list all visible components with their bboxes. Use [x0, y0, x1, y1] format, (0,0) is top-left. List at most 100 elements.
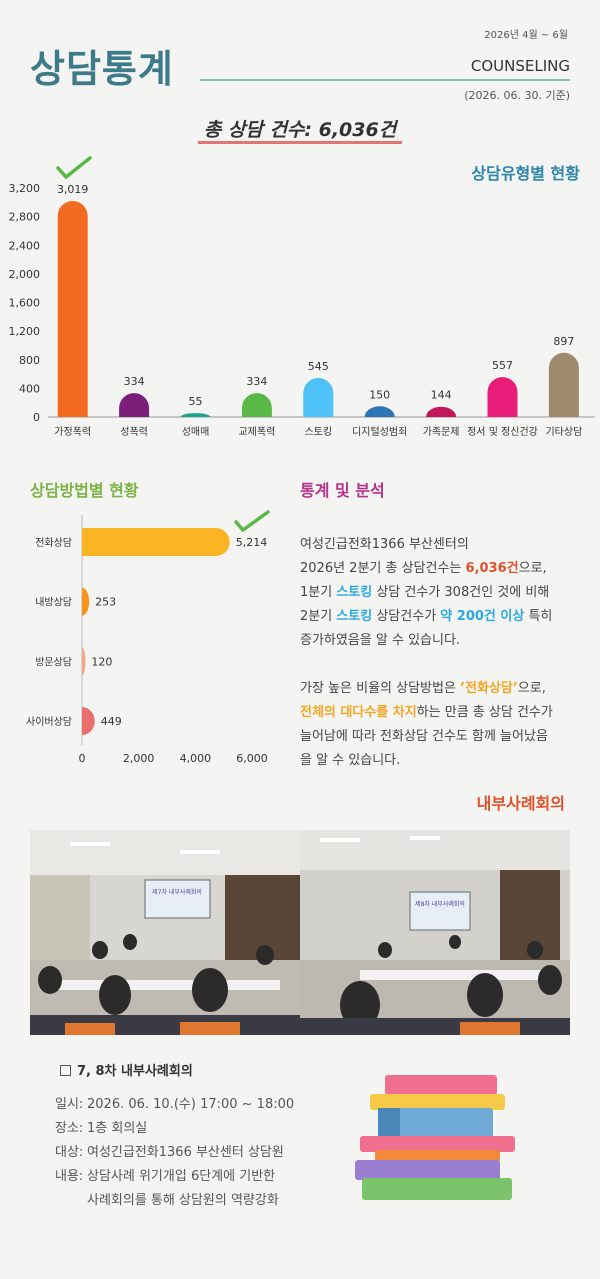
y-tick-label: 400 [19, 382, 40, 395]
detail-label: 일시: [55, 1097, 84, 1112]
highlight: ’전화상담’ [460, 681, 518, 696]
screen-text: 제8차 내부사례회의 [415, 900, 465, 908]
heading-text: 7, 8차 내부사례회의 [77, 1064, 193, 1079]
photo-right: 제8차 내부사례회의 [300, 830, 570, 1035]
type-chart-title: 상담유형별 현황 [471, 164, 580, 183]
meeting-heading: 7, 8차 내부사례회의 [60, 1060, 193, 1079]
highlight: 약 200건 이상 [440, 609, 525, 624]
bar [548, 352, 579, 417]
highlight: 전체의 대다수를 차지 [300, 705, 417, 720]
bar [57, 200, 88, 417]
page-title: 상담통계 [30, 47, 174, 91]
value-label: 557 [492, 359, 513, 372]
x-tick-label: 0 [79, 752, 86, 765]
check-mark [234, 510, 270, 533]
meeting-title: 내부사례회의 [476, 794, 565, 813]
x-tick-label: 디지털성범죄 [352, 426, 407, 438]
detail-row: 일시: 2026. 06. 10.(수) 17:00 ~ 18:00 [55, 1093, 294, 1117]
y-tick-label: 2,800 [9, 211, 41, 224]
y-tick-label: 0 [33, 411, 40, 424]
value-label: 334 [246, 375, 267, 388]
heading-icon [60, 1065, 71, 1076]
y-tick-label: 사이버상담 [26, 716, 72, 728]
y-tick-label: 1,600 [9, 297, 41, 310]
period: 2026년 4월 ~ 6월 [484, 30, 568, 41]
text-run: 가장 높은 비율의 상담방법은 [300, 681, 461, 696]
y-tick-label: 800 [19, 354, 40, 367]
detail-text: 여성긴급전화1366 부산센터 상담원 [87, 1145, 284, 1160]
bar [180, 413, 211, 417]
x-tick-label: 정서 및 정신건강 [467, 426, 538, 438]
value-label: 55 [189, 395, 203, 408]
bar [119, 393, 150, 417]
detail-label: 대상: [55, 1145, 84, 1160]
detail-text: 2026. 06. 10.(수) 17:00 ~ 18:00 [87, 1097, 295, 1112]
y-tick-label: 내방상담 [35, 597, 72, 609]
text-run: 여성긴급전화1366 부산센터의 2026년 2분기 총 상담건수는 [300, 537, 469, 576]
detail-row: 장소: 1층 회의실 [55, 1117, 147, 1141]
total-count: 총 상담 건수: 6,036건 [0, 115, 600, 144]
x-tick-label: 성폭력 [120, 426, 148, 438]
detail-text: 1층 회의실 [87, 1121, 148, 1136]
screen-text: 제7차 내부사례회의 [152, 888, 202, 896]
y-tick-label: 1,200 [9, 325, 41, 338]
books-illustration [355, 1075, 515, 1200]
analysis-paragraph: 여성긴급전화1366 부산센터의 2026년 2분기 총 상담건수는 6,036… [300, 533, 595, 653]
method-chart: 0 2,000 4,000 6,000 5,214 전화상담 253 내방상담 120 방문상담 4… [26, 510, 270, 765]
value-label: 5,214 [236, 536, 267, 549]
highlight: 스토킹 [336, 609, 373, 624]
analysis-paragraph: 가장 높은 비율의 상담방법은 ’전화상담’으로, 전체의 대다수를 차지하는 … [300, 677, 595, 773]
detail-label: 내용: [55, 1169, 84, 1184]
value-label: 545 [308, 360, 329, 373]
check-mark [56, 156, 92, 180]
y-tick-label: 전화상담 [35, 537, 72, 549]
bar [82, 647, 86, 676]
method-chart-title: 상담방법별 현황 [30, 481, 139, 500]
detail-label: 장소: [55, 1121, 84, 1136]
x-tick-label: 6,000 [236, 752, 268, 765]
analysis-title: 통계 및 분석 [300, 481, 385, 500]
detail-row: 내용: 상담사례 위기개입 6단계에 기반한 사례회의를 통해 상담원의 역량강화 [55, 1165, 279, 1213]
value-label: 334 [124, 375, 145, 388]
y-tick-label: 2,000 [9, 268, 41, 281]
value-label: 3,019 [57, 183, 89, 196]
type-chart: 0 400 800 1,200 1,600 2,000 2,400 2,800 3,200 3,0… [9, 156, 595, 438]
x-tick-label: 스토킹 [304, 426, 332, 438]
text-run: 상담 건수가 308건인 것에 비해 2분기 [300, 585, 550, 624]
x-tick-label: 가정폭력 [54, 426, 91, 438]
highlight: 스토킹 [336, 585, 373, 600]
x-tick-label: 가족문제 [423, 426, 460, 438]
title-rule [200, 79, 570, 81]
total-text: 총 상담 건수: 6,036건 [197, 119, 403, 144]
bar [426, 406, 457, 417]
photo-left: 제7차 내부사례회의 [30, 830, 300, 1035]
bar [364, 406, 395, 417]
value-label: 897 [553, 335, 574, 348]
bar [303, 377, 334, 417]
bar [82, 587, 90, 616]
bar [82, 528, 230, 556]
value-label: 120 [91, 655, 112, 668]
text-run: 으로, 1분기 [300, 561, 547, 600]
bar [241, 393, 272, 417]
text-run: 상담건수가 [372, 609, 441, 624]
y-tick-label: 3,200 [9, 182, 41, 195]
subtitle: COUNSELING [470, 57, 570, 75]
x-tick-label: 2,000 [123, 752, 155, 765]
x-tick-label: 4,000 [180, 752, 212, 765]
value-label: 150 [369, 388, 390, 401]
x-tick-label: 교제폭력 [238, 426, 275, 438]
y-tick-label: 방문상담 [35, 656, 72, 668]
y-tick-label: 2,400 [9, 239, 41, 252]
highlight: 6,036건 [465, 561, 519, 576]
detail-row: 대상: 여성긴급전화1366 부산센터 상담원 [55, 1141, 284, 1165]
detail-text: 상담사례 위기개입 6단계에 기반한 사례회의를 통해 상담원의 역량강화 [87, 1169, 279, 1208]
bar [82, 707, 95, 736]
x-tick-label: 성매매 [182, 426, 210, 438]
meeting-photo: 제7차 내부사례회의 제8차 내부사례회의 [30, 830, 570, 1035]
bar [487, 377, 518, 417]
x-tick-label: 기타상담 [545, 426, 582, 438]
value-label: 449 [101, 715, 122, 728]
value-label: 253 [95, 596, 116, 609]
basis-date: (2026. 06. 30. 기준) [464, 89, 570, 102]
